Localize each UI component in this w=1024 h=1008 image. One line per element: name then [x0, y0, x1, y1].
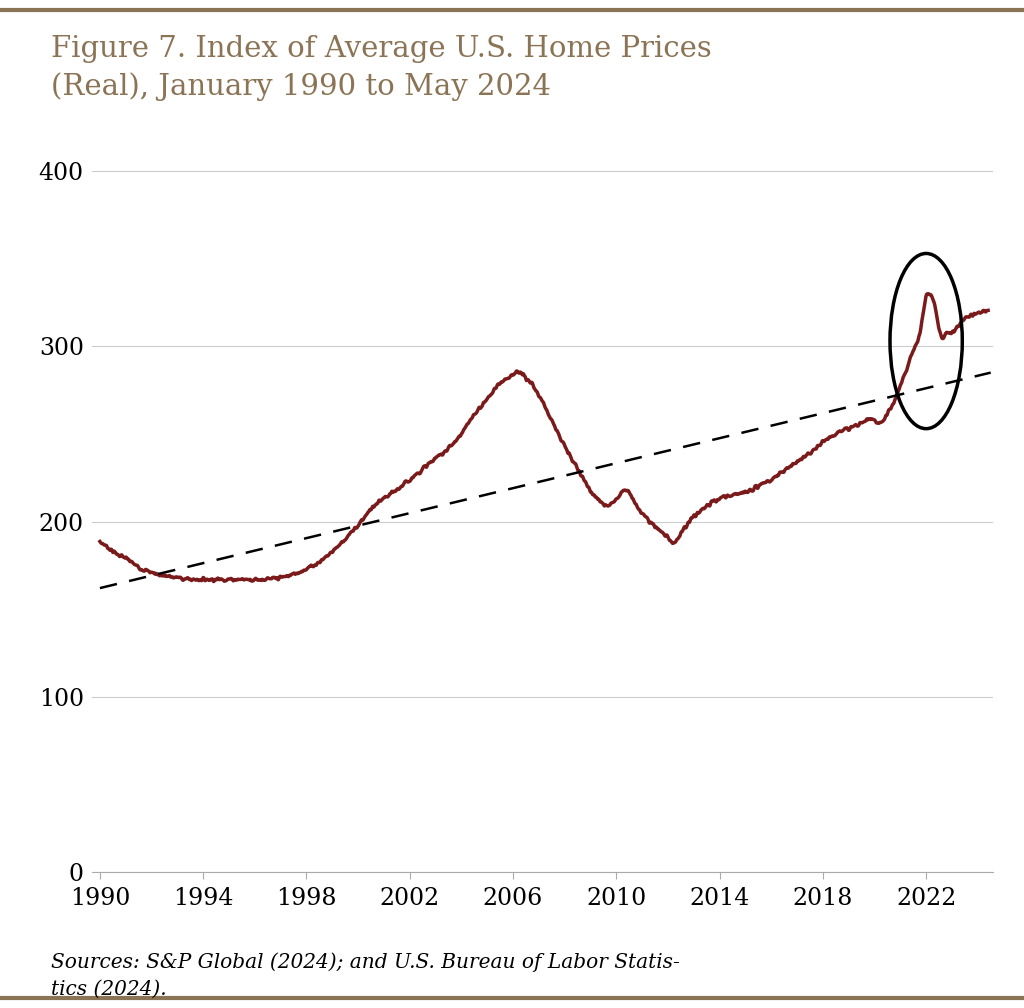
Text: (Real), January 1990 to May 2024: (Real), January 1990 to May 2024 — [51, 73, 551, 102]
Text: Figure 7. Index of Average U.S. Home Prices: Figure 7. Index of Average U.S. Home Pri… — [51, 35, 712, 64]
Text: Sources: S&P Global (2024); and U.S. Bureau of Labor Statis-
tics (2024).: Sources: S&P Global (2024); and U.S. Bur… — [51, 953, 680, 999]
